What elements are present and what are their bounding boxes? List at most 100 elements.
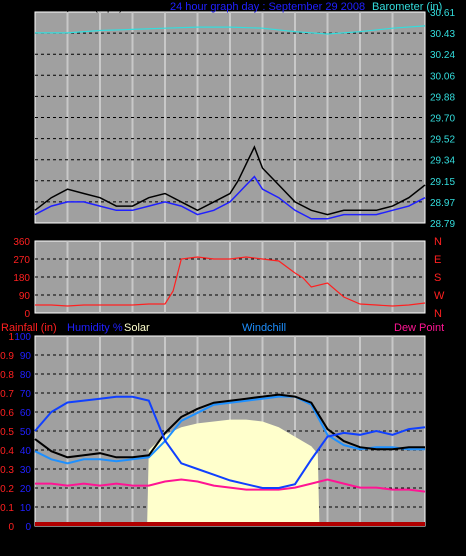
barometer-tick: 28.97 bbox=[430, 198, 455, 209]
x-tick-label: 8am bbox=[156, 225, 174, 235]
rainfall-tick: 0.3 bbox=[0, 465, 14, 476]
rainfall-tick: 0.6 bbox=[0, 408, 14, 419]
humidity-tick: 40 bbox=[20, 446, 32, 457]
x-tick-label: 6am bbox=[124, 529, 142, 539]
compass-label: S bbox=[434, 272, 441, 284]
chart-title: 24 hour graph day : September 29 2008 bbox=[170, 1, 365, 13]
barometer-axis-label: Barometer (in) bbox=[372, 1, 442, 13]
barometer-tick: 30.06 bbox=[430, 71, 455, 82]
temperature-tick: 19 bbox=[452, 503, 464, 514]
legend-rainfall: Rainfall (in) bbox=[1, 322, 57, 334]
direction-tick: 180 bbox=[13, 273, 30, 284]
wind-baro-panel: Windspeed (mph) 24 hour graph day : Sept… bbox=[19, 1, 456, 244]
humidity-tick: 10 bbox=[20, 503, 32, 514]
rainfall-tick: 0.1 bbox=[0, 503, 14, 514]
x-tick-label: 6pm bbox=[319, 225, 337, 235]
windspeed-axis-label: Windspeed (mph) bbox=[36, 1, 123, 13]
windspeed-tick: 50 bbox=[19, 8, 31, 19]
barometer-tick: 30.61 bbox=[430, 8, 455, 19]
humidity-tick: 30 bbox=[20, 465, 32, 476]
humidity-tick: 80 bbox=[20, 370, 32, 381]
direction-tick: 90 bbox=[19, 291, 31, 302]
x-tick-label: 2pm bbox=[254, 529, 272, 539]
temperature-tick: 94 bbox=[452, 351, 464, 362]
temperature-tick: 48 bbox=[452, 446, 464, 457]
direction-tick: 360 bbox=[13, 237, 30, 248]
legend-dewpoint: Dew Point bbox=[394, 322, 444, 334]
humidity-tick: 60 bbox=[20, 408, 32, 419]
windspeed-tick: 45 bbox=[19, 29, 31, 40]
windspeed-tick: 20 bbox=[19, 135, 31, 146]
rainfall-bar bbox=[35, 522, 425, 526]
compass-label: N bbox=[434, 308, 442, 320]
windspeed-tick: 25 bbox=[19, 114, 31, 125]
x-tick-label: 10pm bbox=[381, 225, 404, 235]
legend-windchill: Windchill bbox=[242, 322, 286, 334]
rainfall-tick: 0 bbox=[8, 522, 14, 533]
humidity-tick: 90 bbox=[20, 351, 32, 362]
humidity-tick: 70 bbox=[20, 389, 32, 400]
windchill-line bbox=[34, 395, 425, 465]
x-tick-label: 12pm bbox=[219, 225, 242, 235]
humidity-line bbox=[34, 395, 426, 489]
temperature-tick: 104 bbox=[452, 332, 466, 343]
legend-temperature: Temperature (°F) bbox=[312, 322, 395, 334]
temperature-tick: 29 bbox=[452, 484, 464, 495]
windspeed-tick: 35 bbox=[19, 71, 31, 82]
x-tick-label: 4pm bbox=[286, 225, 304, 235]
wind-direction-line bbox=[35, 256, 426, 307]
x-tick-label: 4am bbox=[91, 225, 109, 235]
x-tick-label: 6am bbox=[124, 225, 142, 235]
temperature-line bbox=[34, 393, 425, 459]
temperature-tick: 66 bbox=[452, 408, 464, 419]
temperature-tick: 76 bbox=[452, 389, 464, 400]
barometer-tick: 29.52 bbox=[430, 135, 455, 146]
legend-solar: Solar bbox=[124, 322, 150, 334]
x-tick-end: 1 bbox=[422, 225, 427, 235]
windspeed-tick: 40 bbox=[19, 50, 31, 61]
sunset-label: sunset bbox=[309, 538, 336, 548]
rainfall-tick: 0.5 bbox=[0, 427, 14, 438]
barometer-tick: 29.34 bbox=[430, 156, 455, 167]
x-tick-label: 8pm bbox=[351, 529, 369, 539]
x-tick-label: 6pm bbox=[319, 529, 337, 539]
rainfall-tick: 0.8 bbox=[0, 370, 14, 381]
rainfall-tick: 1 bbox=[8, 332, 14, 343]
wind-average-line bbox=[34, 175, 426, 220]
x-tick-label: 2am bbox=[59, 225, 77, 235]
humidity-tick: 50 bbox=[20, 427, 32, 438]
humidity-tick: 20 bbox=[20, 484, 32, 495]
barometer-line bbox=[35, 25, 426, 35]
barometer-tick: 29.15 bbox=[430, 177, 455, 188]
compass-label: N bbox=[434, 236, 442, 248]
windspeed-tick: 15 bbox=[19, 156, 31, 167]
temperature-tick: 85 bbox=[452, 370, 464, 381]
barometer-tick: 28.79 bbox=[430, 219, 455, 230]
x-tick-label: 12pm bbox=[219, 529, 242, 539]
humidity-tick: 100 bbox=[14, 332, 31, 343]
windspeed-tick: 30 bbox=[19, 92, 31, 103]
rainfall-tick: 0.9 bbox=[0, 351, 14, 362]
temperature-tick: 38 bbox=[452, 465, 464, 476]
sunset-label: sunset bbox=[309, 234, 336, 244]
rainfall-tick: 0.2 bbox=[0, 484, 14, 495]
direction-tick: 0 bbox=[24, 309, 30, 320]
solar-area bbox=[35, 419, 425, 526]
x-tick-label: 8am bbox=[156, 529, 174, 539]
legend-humidity: Humidity % bbox=[67, 322, 123, 334]
direction-tick: 270 bbox=[13, 255, 30, 266]
windspeed-tick: 0 bbox=[24, 219, 30, 230]
x-tick-label: 10am bbox=[186, 225, 209, 235]
x-tick-end: 1 bbox=[422, 529, 427, 539]
x-tick-label: 10pm bbox=[381, 529, 404, 539]
compass-label: E bbox=[434, 254, 441, 266]
rainfall-tick: 0.4 bbox=[0, 446, 14, 457]
x-tick-label: 4am bbox=[91, 529, 109, 539]
barometer-tick: 30.43 bbox=[430, 29, 455, 40]
x-tick-label: 2pm bbox=[254, 225, 272, 235]
barometer-tick: 29.70 bbox=[430, 114, 455, 125]
climate-panel: Rainfall (in) Humidity % Solar Windchill… bbox=[0, 322, 466, 548]
windspeed-tick: 5 bbox=[24, 198, 30, 209]
